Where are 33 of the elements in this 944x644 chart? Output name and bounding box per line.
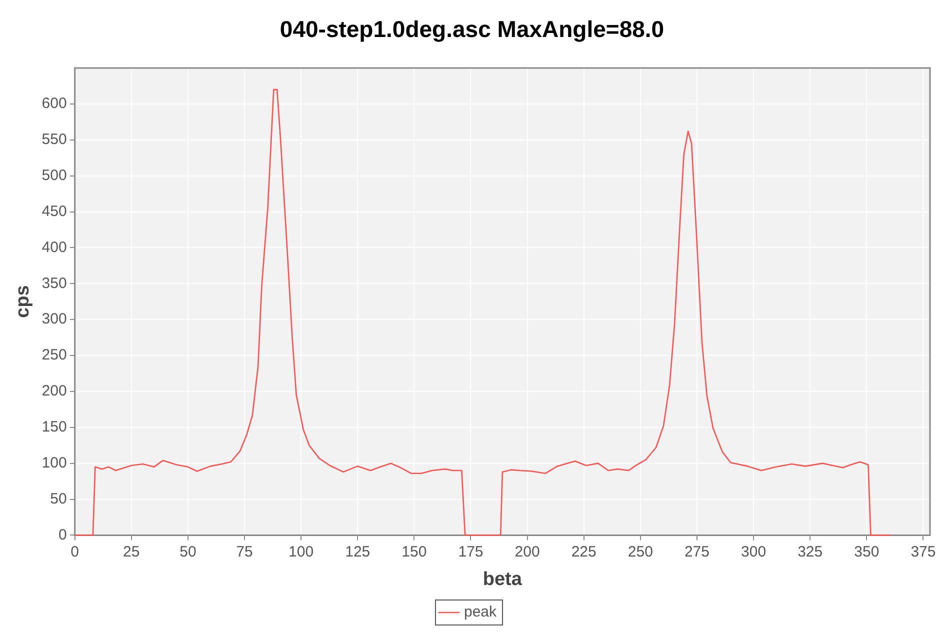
x-tick-label: 75 (236, 543, 253, 560)
y-tick-label: 550 (42, 131, 67, 148)
chart-title: 040-step1.0deg.asc MaxAngle=88.0 (278, 16, 666, 44)
x-tick-label: 100 (288, 543, 314, 560)
x-tick-label: 200 (514, 543, 540, 560)
y-tick-label: 100 (42, 454, 67, 472)
y-tick-label: 150 (42, 418, 67, 436)
x-tick-label: 300 (741, 543, 766, 560)
y-tick-label: 350 (42, 274, 67, 292)
x-tick-label: 250 (628, 543, 653, 560)
y-tick-label: 50 (50, 490, 67, 508)
y-tick-label: 450 (42, 202, 67, 220)
x-tick-label: 175 (458, 543, 484, 560)
x-tick-label: 375 (910, 543, 936, 560)
x-tick-label: 0 (70, 543, 79, 560)
y-tick-label: 0 (58, 526, 67, 544)
x-tick-label: 225 (571, 543, 596, 560)
y-axis-title: cps (12, 285, 34, 318)
y-tick-label: 600 (42, 95, 67, 112)
y-tick-label: 500 (42, 166, 67, 184)
y-tick-label: 300 (42, 310, 67, 328)
y-tick-label: 400 (42, 238, 67, 256)
x-tick-label: 325 (798, 543, 823, 560)
x-axis-title: beta (482, 568, 522, 590)
y-tick-label: 250 (42, 346, 67, 364)
x-tick-label: 275 (684, 543, 710, 560)
x-tick-label: 50 (180, 543, 196, 560)
x-tick-label: 25 (123, 543, 140, 560)
x-tick-label: 125 (345, 543, 370, 560)
legend-label: peak (464, 604, 498, 621)
x-tick-label: 150 (402, 543, 427, 560)
x-tick-label: 350 (854, 543, 880, 560)
y-tick-label: 200 (42, 382, 67, 400)
